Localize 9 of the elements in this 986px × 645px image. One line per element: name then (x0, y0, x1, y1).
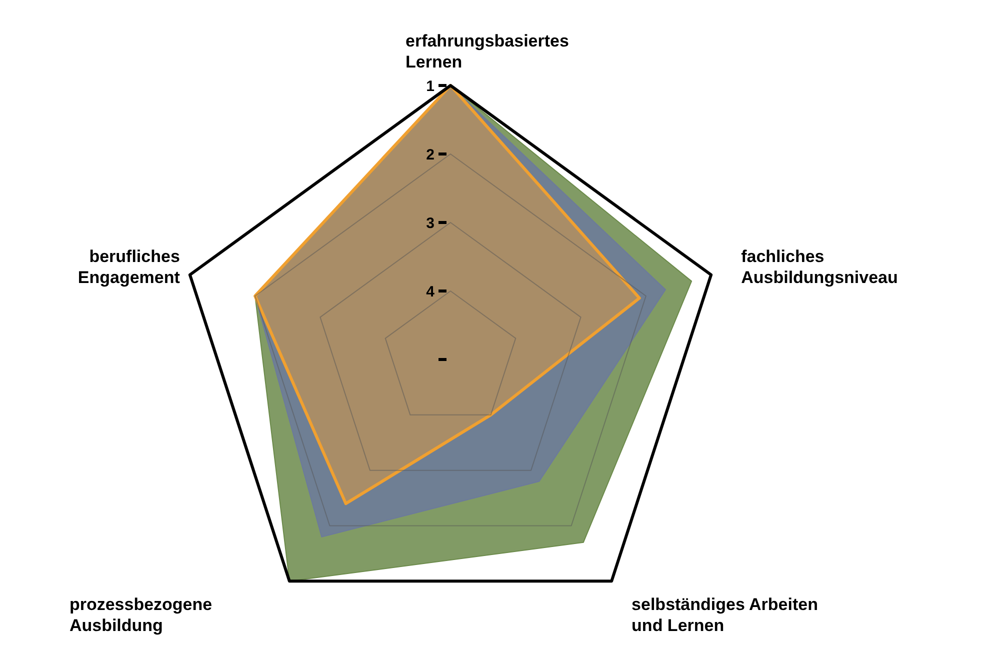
y-tick-label: 1 (426, 78, 434, 95)
y-tick-label: 4 (426, 284, 436, 300)
y-tick-label: 3 (426, 215, 434, 232)
spoke-label: prozessbezogene Ausbildung (69, 595, 212, 636)
y-tick-label: 2 (426, 146, 434, 164)
spoke-label: erfahrungsbasiertes Lernen (406, 32, 569, 72)
spoke-label: berufliches Engagement (78, 246, 180, 287)
spoke-label: selbständiges Arbeiten und Lernen (632, 595, 818, 636)
spoke-label: fachliches Ausbildungsniveau (741, 246, 898, 287)
